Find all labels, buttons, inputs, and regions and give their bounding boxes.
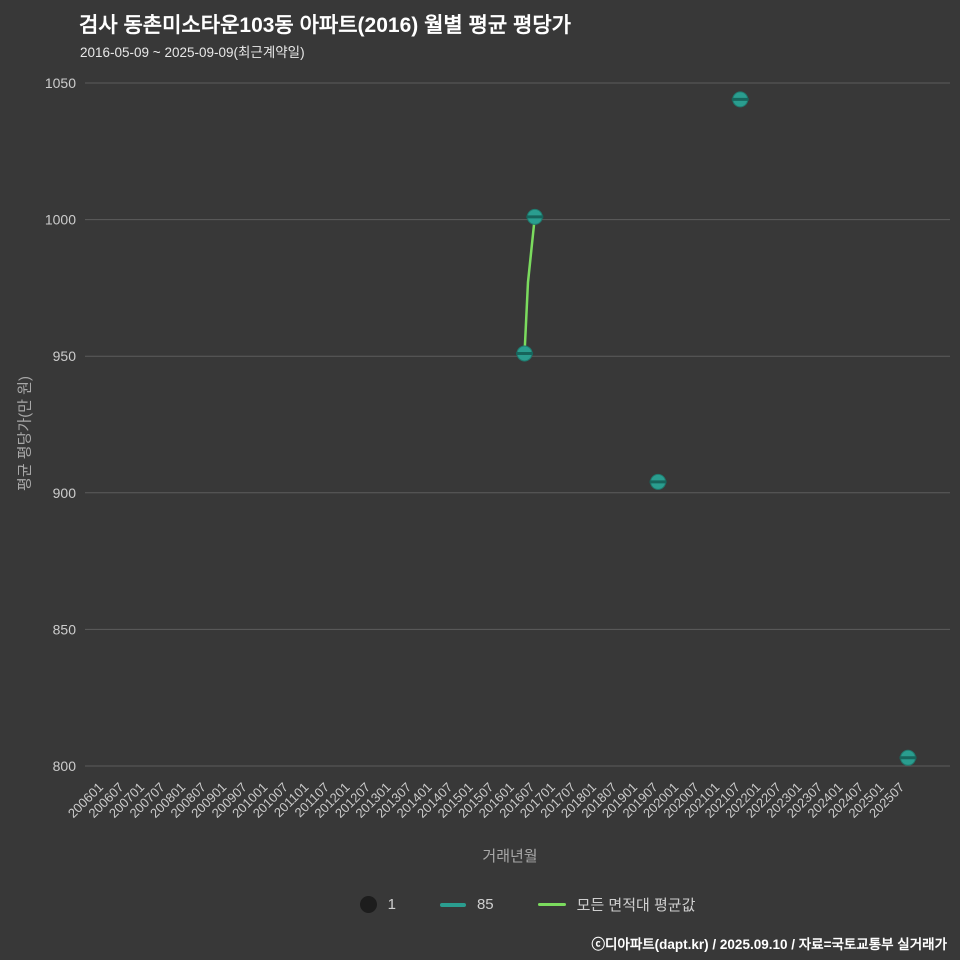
legend-label-count: 1 bbox=[387, 896, 396, 913]
average-line-icon bbox=[537, 903, 566, 906]
legend-item-count: 1 bbox=[359, 896, 396, 913]
y-axis-label: 평균 평당가(만 원) bbox=[16, 376, 34, 491]
copyright-footer: ⓒ디아파트(dapt.kr) / 2025.09.10 / 자료=국토교통부 실… bbox=[591, 937, 947, 952]
area85-marker-icon bbox=[439, 902, 466, 907]
y-tick-label: 850 bbox=[53, 621, 77, 637]
y-tick-label: 1000 bbox=[45, 212, 76, 228]
count-marker-icon bbox=[359, 896, 377, 913]
page-subtitle: 2016-05-09 ~ 2025-09-09(최근계약일) bbox=[80, 45, 305, 60]
page-title: 검사 동촌미소타운103동 아파트(2016) 월별 평균 평당가 bbox=[79, 14, 571, 37]
average-line bbox=[523, 216, 537, 354]
legend-item-area85: 85 bbox=[439, 896, 494, 913]
legend-item-average: 모든 면적대 평균값 bbox=[537, 894, 696, 915]
y-tick-label: 900 bbox=[53, 485, 77, 501]
x-axis-label: 거래년월 bbox=[482, 848, 538, 865]
legend-label-average: 모든 면적대 평균값 bbox=[576, 897, 696, 914]
y-tick-label: 800 bbox=[53, 758, 77, 774]
legend: 1 85 모든 면적대 평균값 bbox=[0, 894, 960, 915]
y-tick-label: 1050 bbox=[45, 75, 76, 91]
y-tick-label: 950 bbox=[53, 348, 77, 364]
legend-label-area85: 85 bbox=[476, 896, 494, 913]
